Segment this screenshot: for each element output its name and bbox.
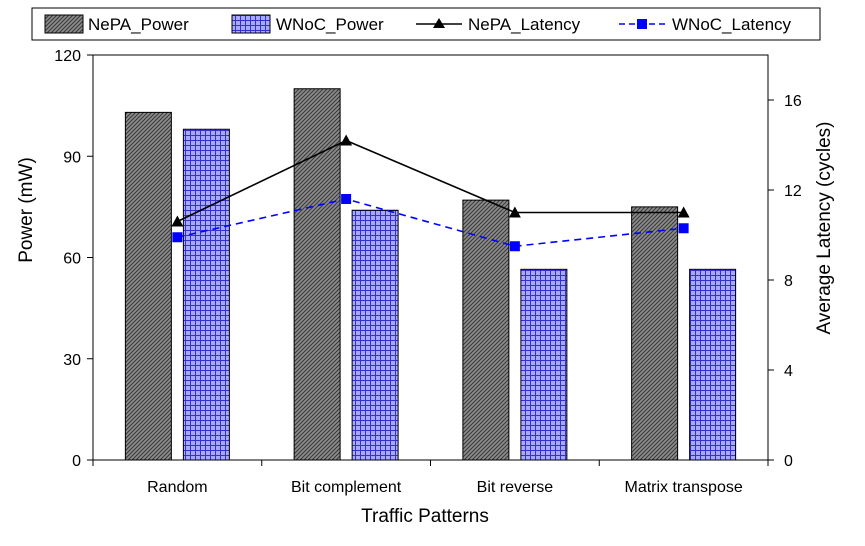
x-tick-label-bit-reverse: Bit reverse: [477, 479, 554, 496]
y-tick-label-60: 60: [63, 251, 81, 268]
y-tick-label-90: 90: [63, 149, 81, 166]
legend-label-nepa-latency: NePA_Latency: [468, 15, 581, 34]
legend-label-nepa-power: NePA_Power: [88, 15, 189, 34]
marker-wnoc-latency-bit-reverse: [509, 241, 520, 252]
marker-wnoc-latency-random: [172, 232, 183, 243]
legend-swatch-nepa-power: [44, 14, 84, 34]
x-tick-label-bit-complement: Bit complement: [291, 479, 402, 496]
series-line-wnoc-latency: [177, 198, 684, 248]
legend-label-wnoc-power: WNoC_Power: [276, 15, 384, 34]
lines-layer: [171, 134, 690, 252]
legend-label-wnoc-latency: WNoC_Latency: [672, 15, 792, 34]
y2-axis-title: Average Latency (cycles): [814, 122, 835, 335]
y2-tick-label-4: 4: [784, 363, 793, 380]
x-tick-label-random: Random: [147, 479, 207, 496]
x-tick-label-matrix-transpose: Matrix transpose: [624, 479, 742, 496]
legend-swatch-wnoc-power: [231, 14, 271, 34]
y-tick-label-30: 30: [63, 352, 81, 369]
y-tick-label-120: 120: [54, 48, 81, 65]
bar-nepa-power-random: [124, 111, 172, 461]
legend-marker-wnoc-latency: [637, 19, 647, 29]
y2-tick-label-8: 8: [784, 273, 793, 290]
bar-nepa-power-matrix-transpose: [631, 206, 679, 461]
x-axis-title: Traffic Patterns: [361, 506, 489, 527]
bar-wnoc-power-bit-reverse: [520, 268, 568, 461]
y2-tick-label-16: 16: [784, 93, 802, 110]
bars-layer: [124, 88, 737, 461]
bar-wnoc-power-random: [182, 128, 230, 461]
bar-wnoc-power-matrix-transpose: [689, 268, 737, 461]
y-tick-label-0: 0: [72, 453, 81, 470]
marker-nepa-latency-random: [171, 215, 184, 227]
series-line-nepa-latency: [177, 139, 684, 223]
bar-wnoc-power-bit-complement: [351, 209, 399, 461]
y2-tick-label-0: 0: [784, 453, 793, 470]
marker-nepa-latency-matrix-transpose: [677, 206, 690, 218]
axes-layer: 0 30 60 90 120 0 4 8 12 16 Random Bit complement Bit…: [54, 48, 802, 496]
marker-wnoc-latency-matrix-transpose: [678, 223, 689, 234]
legend: NePA_Power WNoC_Power NePA_Latency WNoC_…: [31, 7, 821, 41]
marker-wnoc-latency-bit-complement: [341, 194, 352, 204]
legend-marker-nepa-latency: [433, 18, 445, 28]
bar-nepa-power-bit-complement: [293, 88, 341, 461]
marker-nepa-latency-bit-reverse: [508, 206, 521, 218]
y2-tick-label-12: 12: [784, 183, 802, 200]
bar-nepa-power-bit-reverse: [462, 199, 510, 461]
marker-nepa-latency-bit-complement: [340, 134, 353, 146]
y-axis-title: Power (mW): [16, 157, 37, 263]
